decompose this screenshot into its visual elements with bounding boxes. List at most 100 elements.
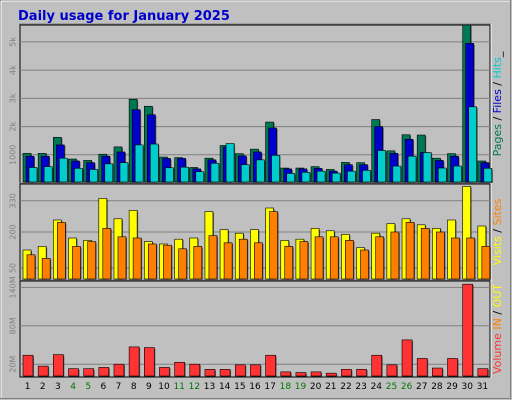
bar-volume-volume-day-22 [341,369,353,377]
bar-hits-hits-day-28 [438,167,448,183]
y-tick-label: 20M [9,356,18,373]
bar-volume-volume-day-13 [204,369,216,377]
bar-visits-sites-day-17 [269,211,279,280]
legend-entry: / [491,307,504,318]
y-tick-label: 2k [9,121,18,131]
bar-volume-volume-day-11 [174,361,186,377]
y-tick-label: 1000 [9,145,18,165]
x-tick-label-day-10: 10 [158,382,170,392]
bar-visits-sites-day-25 [390,231,400,280]
bar-volume-volume-day-27 [416,358,429,377]
bar-hits-hits-day-9 [149,143,160,183]
bar-visits-sites-day-20 [314,236,325,280]
bar-volume-volume-day-7 [113,363,125,377]
bar-hits-hits-day-21 [331,172,342,183]
legend-entry: Sites [491,198,504,225]
bar-visits-sites-day-13 [208,235,218,280]
bar-hits-hits-day-26 [407,155,418,183]
bar-hits-hits-day-15 [240,164,251,183]
x-tick-label-day-19: 19 [295,382,307,392]
bar-hits-hits-day-27 [422,152,433,183]
y-tick-label: 50 [9,263,18,273]
bar-visits-sites-day-23 [360,249,370,280]
bar-volume-volume-day-21 [325,372,338,377]
bar-hits-hits-day-20 [316,170,327,183]
bar-hits-hits-day-24 [377,150,387,183]
x-tick-label-day-27: 27 [416,382,427,392]
bar-visits-sites-day-28 [436,231,446,280]
bar-visits-sites-day-14 [223,242,234,280]
bar-visits-sites-day-8 [132,237,143,280]
bar-hits-hits-day-11 [180,166,190,183]
bar-visits-sites-day-11 [178,248,188,280]
bar-visits-sites-day-24 [375,236,385,280]
bar-visits-sites-day-12 [193,246,203,280]
bar-volume-volume-day-15 [234,364,247,377]
bar-hits-hits-day-16 [256,159,266,183]
bar-hits-hits-day-23 [362,170,372,183]
bar-volume-volume-day-25 [386,364,398,377]
x-tick-label-day-15: 15 [234,382,245,392]
y-tick-label: 3k [9,93,18,103]
chart-panels: 1000 2k 3k 4k 5k Pages / Files / Hits_ 50 200 33… [9,23,504,378]
y-tick-label: 4k [9,65,18,75]
panel-hits: 1000 2k 3k 4k 5k Pages / Files / Hits_ [9,23,504,184]
bar-hits-hits-day-7 [119,162,129,183]
y-tick-label: 5k [9,37,18,47]
y-tick-label: 200 [9,224,18,239]
bar-volume-volume-day-24 [371,354,383,377]
bar-hits-hits-day-6 [104,163,114,183]
legend-entry: Hits [491,57,504,79]
bar-hits-hits-day-4 [74,168,84,183]
bar-visits-sites-day-30 [466,237,476,280]
x-tick-label-day-20: 20 [310,382,322,392]
x-tick-label-day-11: 11 [173,382,184,392]
legend-entry: Files [491,89,504,113]
x-tick-label-day-1: 1 [25,382,31,392]
bar-volume-volume-day-4 [68,368,80,377]
x-tick-label-day-30: 30 [462,382,474,392]
bar-visits-sites-day-15 [238,238,249,280]
legend-entry: / [491,225,504,236]
bar-visits-sites-day-6 [102,228,112,280]
bar-visits-sites-day-2 [41,258,52,280]
bar-volume-volume-day-29 [447,358,459,377]
bar-visits-sites-day-4 [72,246,82,280]
bar-hits-hits-day-14 [225,143,236,183]
legend-volume: Volume IN / OUT [491,284,504,374]
x-tick-label-day-28: 28 [431,382,443,392]
legend-entry: _ [491,51,504,58]
x-tick-label-day-17: 17 [264,382,275,392]
bar-hits-hits-day-18 [286,173,296,183]
x-tick-label-day-4: 4 [70,382,76,392]
x-tick-label-day-7: 7 [116,382,122,392]
bar-hits-hits-day-2 [43,166,54,183]
x-tick-label-day-8: 8 [131,382,137,392]
bar-hits-hits-day-8 [134,144,145,183]
x-tick-label-day-24: 24 [371,382,383,392]
bar-volume-volume-day-28 [432,367,444,377]
legend-entry: Pages [491,124,504,157]
bar-volume-volume-day-9 [143,347,156,377]
bar-hits-hits-day-19 [301,171,311,183]
bar-volume-volume-day-31 [477,368,489,377]
legend-entry: / [491,78,504,89]
x-tick-label-day-21: 21 [325,382,336,392]
x-tick-label-day-22: 22 [340,382,351,392]
bar-volume-volume-day-18 [280,371,292,377]
day-labels: 1 2 3 4 5 6 7 8 9 10 11 12 13 14 15 16 17 18 19 20 21 22 23 24 2… [25,382,488,392]
legend-entry: IN [491,318,504,329]
bar-hits-hits-day-31 [483,168,493,183]
bar-hits-hits-day-22 [347,170,357,183]
x-tick-label-day-18: 18 [280,382,292,392]
bar-volume-volume-day-1 [22,354,34,377]
y-tick-label: 330 [9,193,18,208]
bar-visits-sites-day-9 [147,243,158,280]
x-tick-label-day-12: 12 [189,382,200,392]
bar-volume-volume-day-2 [37,365,50,377]
bar-visits-sites-day-22 [345,240,355,280]
y-tick-label: 140M [9,276,18,298]
bar-visits-sites-day-16 [254,242,264,280]
